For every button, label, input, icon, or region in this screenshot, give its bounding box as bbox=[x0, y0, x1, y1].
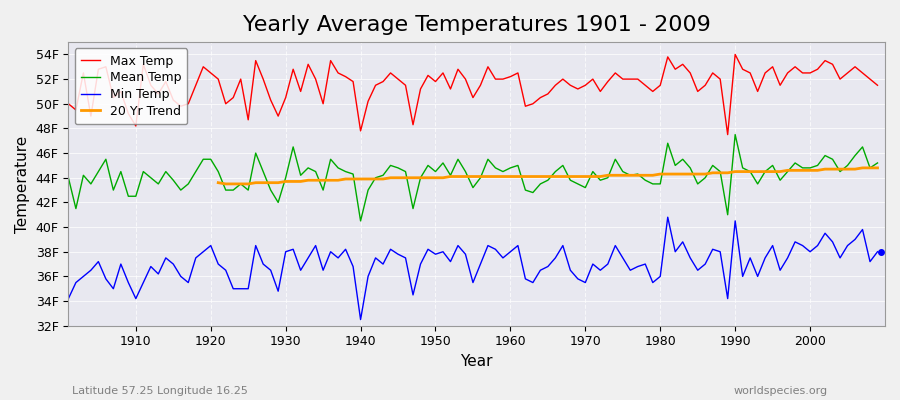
Mean Temp bbox=[505, 166, 516, 170]
20 Yr Trend bbox=[288, 179, 299, 184]
Mean Temp bbox=[333, 166, 344, 170]
20 Yr Trend bbox=[475, 174, 486, 179]
20 Yr Trend bbox=[220, 182, 231, 186]
20 Yr Trend bbox=[212, 180, 223, 185]
Max Temp bbox=[505, 74, 516, 79]
Line: Max Temp: Max Temp bbox=[68, 54, 878, 134]
Min Temp bbox=[288, 247, 299, 252]
Mean Temp bbox=[356, 218, 366, 223]
Min Temp bbox=[123, 280, 134, 285]
Max Temp bbox=[288, 67, 299, 72]
Min Temp bbox=[505, 249, 516, 254]
Max Temp bbox=[730, 52, 741, 57]
Mean Temp bbox=[63, 175, 74, 180]
20 Yr Trend bbox=[872, 166, 883, 170]
Mean Temp bbox=[512, 163, 523, 168]
Text: Latitude 57.25 Longitude 16.25: Latitude 57.25 Longitude 16.25 bbox=[72, 386, 248, 396]
20 Yr Trend bbox=[805, 168, 815, 173]
Title: Yearly Average Temperatures 1901 - 2009: Yearly Average Temperatures 1901 - 2009 bbox=[243, 15, 711, 35]
Max Temp bbox=[333, 70, 344, 75]
Min Temp bbox=[602, 262, 613, 266]
Min Temp bbox=[662, 215, 673, 220]
Min Temp bbox=[356, 317, 366, 322]
Mean Temp bbox=[730, 132, 741, 137]
Mean Temp bbox=[602, 175, 613, 180]
Mean Temp bbox=[123, 194, 134, 199]
Max Temp bbox=[723, 132, 734, 137]
Mean Temp bbox=[288, 144, 299, 149]
Max Temp bbox=[123, 111, 134, 116]
Text: worldspecies.org: worldspecies.org bbox=[734, 386, 828, 396]
Max Temp bbox=[498, 77, 508, 82]
20 Yr Trend bbox=[557, 174, 568, 179]
Max Temp bbox=[63, 101, 74, 106]
Line: 20 Yr Trend: 20 Yr Trend bbox=[218, 168, 877, 184]
Legend: Max Temp, Mean Temp, Min Temp, 20 Yr Trend: Max Temp, Mean Temp, Min Temp, 20 Yr Tre… bbox=[75, 48, 187, 124]
Max Temp bbox=[595, 89, 606, 94]
Min Temp bbox=[512, 243, 523, 248]
Min Temp bbox=[872, 249, 883, 254]
Y-axis label: Temperature: Temperature bbox=[15, 135, 30, 232]
20 Yr Trend bbox=[356, 176, 366, 181]
Line: Min Temp: Min Temp bbox=[68, 217, 878, 320]
20 Yr Trend bbox=[302, 178, 313, 183]
Max Temp bbox=[872, 83, 883, 88]
Min Temp bbox=[63, 296, 74, 301]
Min Temp bbox=[333, 256, 344, 260]
20 Yr Trend bbox=[857, 166, 868, 170]
Mean Temp bbox=[872, 160, 883, 165]
Line: Mean Temp: Mean Temp bbox=[68, 134, 878, 221]
X-axis label: Year: Year bbox=[461, 354, 493, 369]
